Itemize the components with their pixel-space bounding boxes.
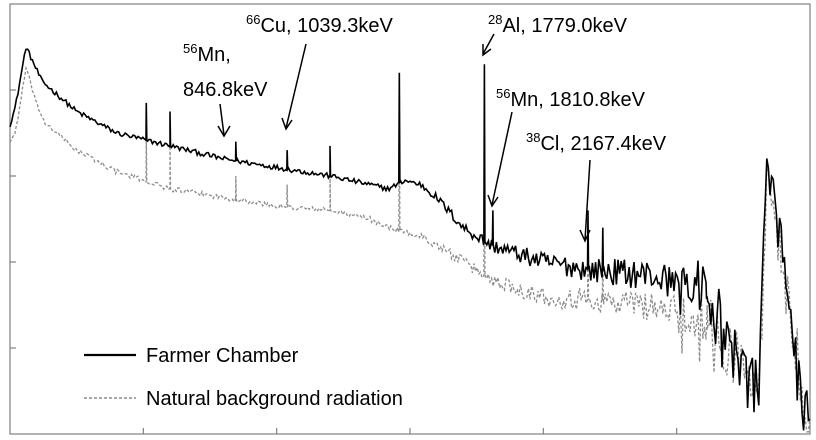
annotation-mn-1810-arrow <box>487 111 513 208</box>
annotation-al-1779-label: Al, 1779.0keV <box>502 15 627 37</box>
series-line-background <box>9 65 811 433</box>
annotation-cl-2167-arrow <box>579 159 591 243</box>
annotation-cu-1039-sup: 66 <box>246 12 260 27</box>
annotation-al-1779: 28Al, 1779.0keV <box>482 12 628 57</box>
annotation-mn-846-arrow <box>217 103 231 138</box>
annotation-cu-1039-label: Cu, 1039.3keV <box>260 15 393 37</box>
legend-label-background: Natural background radiation <box>146 388 403 410</box>
annotation-cl-2167-sup: 38 <box>526 130 540 145</box>
annotation-mn-1810-text: 56Mn, 1810.8keV <box>496 86 646 111</box>
legend: Farmer Chamber Natural background radiat… <box>84 345 403 410</box>
series-layer <box>9 48 811 433</box>
series-line-farmer-chamber <box>9 48 811 431</box>
annotation-cl-2167-text: 38Cl, 2167.4keV <box>526 130 667 155</box>
annotation-mn-1810-label: Mn, 1810.8keV <box>510 89 645 111</box>
annotation-mn-846: 56Mn, 846.8keV <box>183 41 268 138</box>
annotation-mn-846-line1: 56Mn, <box>183 41 231 66</box>
annotation-cl-2167-label: Cl, 2167.4keV <box>540 133 666 155</box>
annotation-cu-1039-text: 66Cu, 1039.3keV <box>246 12 393 37</box>
annotation-mn-1810: 56Mn, 1810.8keV <box>487 86 646 208</box>
annotation-al-1779-text: 28Al, 1779.0keV <box>488 12 628 37</box>
annotation-al-1779-arrow <box>482 33 495 57</box>
annotation-cu-1039-arrow <box>281 43 307 131</box>
legend-label-farmer-chamber: Farmer Chamber <box>146 345 299 367</box>
annotation-cl-2167: 38Cl, 2167.4keV <box>526 130 667 243</box>
annotation-mn-846-label: Mn, <box>197 44 230 66</box>
annotation-cu-1039: 66Cu, 1039.3keV <box>246 12 393 131</box>
annotation-al-1779-sup: 28 <box>488 12 502 27</box>
plot-area-frame <box>9 3 811 435</box>
axis-ticks <box>10 89 678 434</box>
annotation-mn-1810-sup: 56 <box>496 86 510 101</box>
annotation-mn-846-line2: 846.8keV <box>183 79 268 101</box>
annotation-mn-846-sup: 56 <box>183 41 197 56</box>
